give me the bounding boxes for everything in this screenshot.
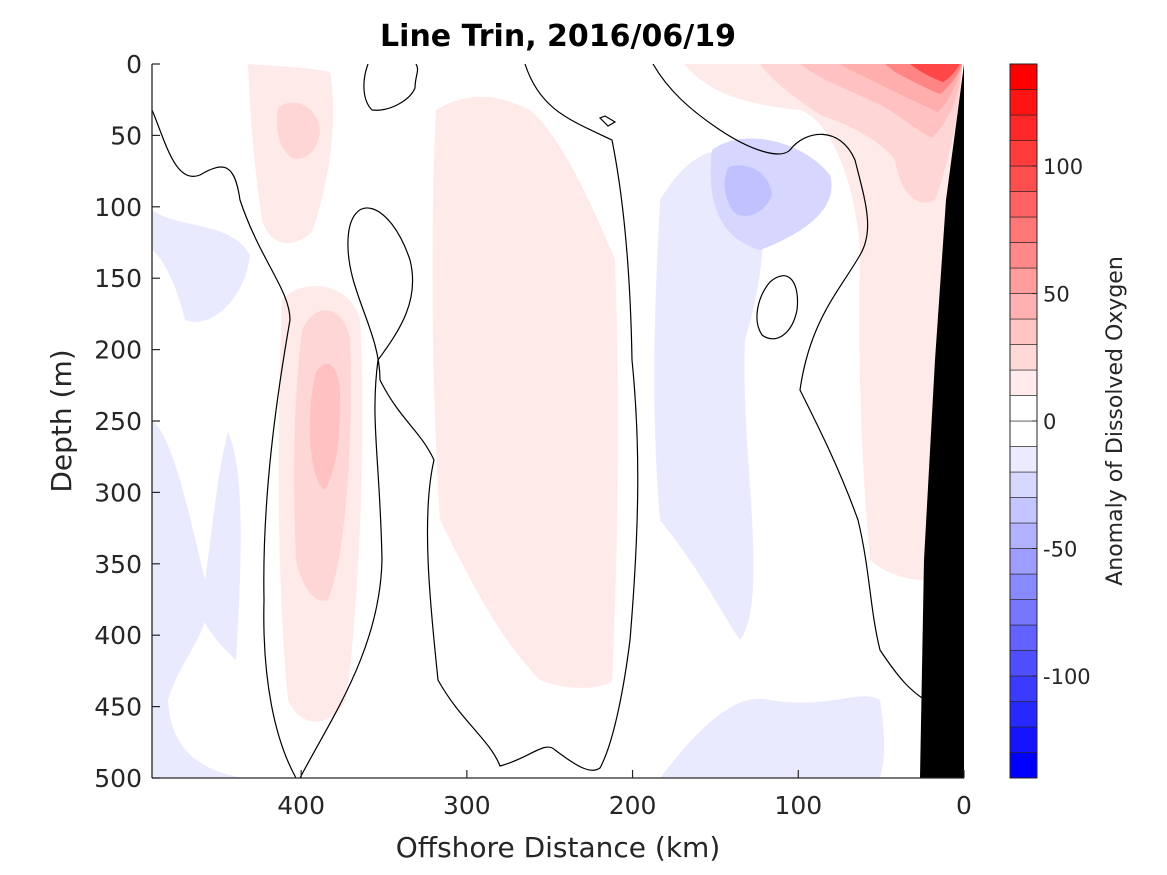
colorbar-level xyxy=(1009,165,1038,192)
negative-region-west xyxy=(152,210,250,322)
colorbar-level xyxy=(1009,522,1038,549)
colorbar-level xyxy=(1009,369,1038,396)
y-tick-label: 150 xyxy=(94,264,142,293)
colorbar-level xyxy=(1009,191,1038,218)
x-tick-label: 300 xyxy=(443,791,491,820)
colorbar-level xyxy=(1009,752,1038,779)
colorbar-tick-label: 0 xyxy=(1043,410,1056,434)
y-tick-label: 500 xyxy=(94,764,142,793)
chart-title: Line Trin, 2016/06/19 xyxy=(380,19,736,54)
colorbar-tick-label: 100 xyxy=(1043,155,1083,179)
colorbar xyxy=(1009,63,1038,779)
zero-contour-2 xyxy=(299,64,639,778)
y-tick-label: 450 xyxy=(94,693,142,722)
y-tick-label: 250 xyxy=(94,407,142,436)
colorbar-level xyxy=(1009,650,1038,677)
positive-region-nearshore-6 xyxy=(910,64,960,82)
negative-region-bottom xyxy=(660,696,885,778)
colorbar-frame xyxy=(1009,63,1038,779)
y-tick-label: 200 xyxy=(94,336,142,365)
colorbar-level xyxy=(1009,318,1038,345)
colorbar-level xyxy=(1009,89,1038,116)
colorbar-level xyxy=(1009,420,1038,447)
x-axis: 400 300 200 100 0 xyxy=(277,770,972,820)
y-tick-label: 300 xyxy=(94,478,142,507)
negative-region-core-inner xyxy=(724,165,772,216)
bathymetry xyxy=(920,64,964,778)
x-tick-label: 0 xyxy=(956,791,972,820)
colorbar-level xyxy=(1009,242,1038,269)
y-tick-label: 400 xyxy=(94,621,142,650)
x-tick-label: 100 xyxy=(774,791,822,820)
y-tick-label: 350 xyxy=(94,550,142,579)
y-tick-label: 50 xyxy=(110,121,142,150)
colorbar-level xyxy=(1009,344,1038,371)
zero-contour-5 xyxy=(756,275,799,340)
colorbar-level xyxy=(1009,293,1038,320)
anomaly-field xyxy=(152,64,964,778)
y-tick-label: 100 xyxy=(94,193,142,222)
colorbar-level xyxy=(1009,395,1038,422)
colorbar-level xyxy=(1009,114,1038,141)
colorbar-level xyxy=(1009,624,1038,651)
colorbar-level xyxy=(1009,497,1038,524)
colorbar-level xyxy=(1009,471,1038,498)
colorbar-tick-label: 50 xyxy=(1043,283,1070,307)
zero-contour-4 xyxy=(652,64,926,701)
colorbar-tick-label: -50 xyxy=(1043,538,1077,562)
colorbar-level xyxy=(1009,267,1038,294)
colorbar-level xyxy=(1009,701,1038,728)
colorbar-tick-label: -100 xyxy=(1043,665,1091,689)
x-axis-label: Offshore Distance (km) xyxy=(396,831,721,864)
colorbar-label: Anomaly of Dissolved Oxygen xyxy=(1103,256,1128,586)
positive-region-west-upper-core xyxy=(276,102,320,159)
x-tick-label: 200 xyxy=(609,791,657,820)
y-axis: 0 50 100 150 200 250 300 350 400 450 500 xyxy=(94,50,160,793)
x-tick-label: 400 xyxy=(277,791,325,820)
y-axis-label: Depth (m) xyxy=(45,349,78,492)
colorbar-level xyxy=(1009,573,1038,600)
negative-region-west-patch xyxy=(200,432,241,660)
zero-contour-6 xyxy=(598,115,617,127)
negative-region-west-deep xyxy=(152,420,245,778)
positive-region-central xyxy=(432,96,618,688)
y-tick-label: 0 xyxy=(126,50,142,79)
colorbar-ticks: -100 -50 0 50 100 xyxy=(1032,155,1091,689)
positive-region-west-column-core xyxy=(310,363,341,490)
colorbar-level xyxy=(1009,63,1038,90)
zero-contour-1 xyxy=(152,109,297,778)
zero-contours xyxy=(152,64,926,778)
colorbar-level xyxy=(1009,548,1038,575)
colorbar-level xyxy=(1009,140,1038,167)
colorbar-level xyxy=(1009,446,1038,473)
positive-region-nearshore xyxy=(684,64,962,581)
colorbar-level xyxy=(1009,216,1038,243)
colorbar-level xyxy=(1009,675,1038,702)
colorbar-level xyxy=(1009,726,1038,753)
colorbar-level xyxy=(1009,599,1038,626)
negative-region-offshore-mid xyxy=(654,150,765,641)
zero-contour-3 xyxy=(363,64,419,111)
